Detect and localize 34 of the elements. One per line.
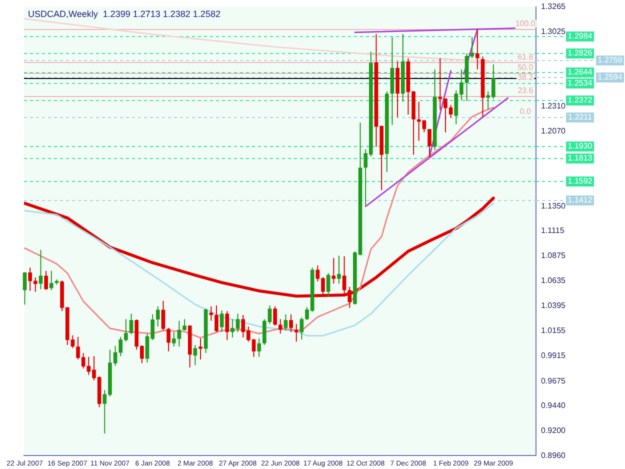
y-tick-label: 0.9675: [541, 376, 566, 386]
annotation: 0.0: [520, 106, 532, 116]
ref-line-label: 1.2211: [568, 112, 592, 122]
y-tick-label: 1.0155: [541, 326, 566, 336]
y-tick-label: 1.3025: [541, 27, 566, 36]
chart-title: USDCAD,Weekly 1.2399 1.2713 1.2382 1.2582: [28, 8, 220, 19]
ref-line-label: 1.1930: [568, 142, 593, 151]
y-tick-label: 1.1115: [541, 226, 565, 236]
annotation: 61.8: [518, 52, 534, 62]
y-tick-label: 0.9915: [541, 351, 566, 360]
y-tick-label: 0.9440: [541, 400, 566, 410]
y-tick-label: 1.0635: [541, 276, 566, 286]
annotation: 38.2: [518, 73, 534, 82]
y-tick-label: 1.2310: [541, 102, 566, 111]
annotation: 23.6: [518, 86, 534, 96]
ref-line-label: 1.2372: [568, 96, 593, 105]
y-tick-label: 0.8960: [541, 450, 566, 460]
annotation: 100.0: [515, 18, 536, 28]
y-tick-label: 1.0875: [541, 251, 566, 260]
ref-line-label: 1.2534: [568, 78, 593, 88]
y-tick-label: 1.2070: [541, 126, 566, 136]
y-tick-label: 1.1350: [541, 202, 566, 211]
ref-line-label: 1.2826: [568, 48, 593, 58]
ref-line-label: 1.1412: [568, 196, 593, 205]
annotation: 50.0: [518, 62, 534, 72]
ref-line-label: 1.1813: [568, 154, 593, 163]
ref-line-label: 1.2594: [598, 72, 623, 82]
y-tick-label: 0.9200: [541, 426, 566, 435]
y-tick-label: 1.3265: [541, 2, 566, 12]
ref-line-label: 1.1592: [568, 176, 593, 186]
y-tick-label: 1.0395: [541, 301, 566, 310]
ref-line-label: 1.2984: [568, 32, 593, 41]
ref-line-label: 1.2759: [598, 56, 623, 65]
ref-line-label: 1.2644: [568, 68, 593, 77]
